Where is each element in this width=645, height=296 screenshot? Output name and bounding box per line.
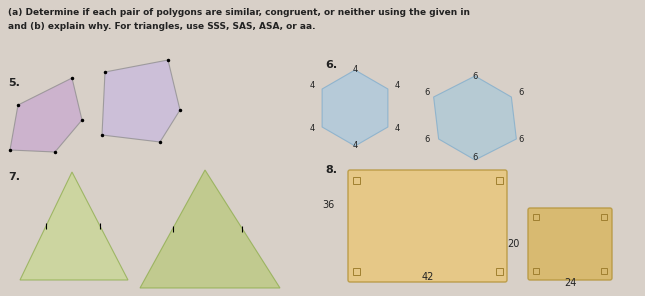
Text: 4: 4	[395, 81, 401, 89]
Text: 5.: 5.	[8, 78, 20, 88]
Polygon shape	[20, 172, 128, 280]
Text: 4: 4	[352, 65, 357, 74]
Text: 6: 6	[424, 136, 430, 144]
Text: 24: 24	[564, 278, 576, 288]
Text: 6: 6	[472, 72, 478, 81]
Bar	[601, 268, 607, 274]
Bar	[601, 214, 607, 220]
Text: 8.: 8.	[325, 165, 337, 175]
Text: 42: 42	[422, 272, 434, 282]
Text: 4: 4	[352, 141, 357, 150]
Text: and (b) explain why. For triangles, use SSS, SAS, ASA, or aa.: and (b) explain why. For triangles, use …	[8, 22, 315, 31]
Text: 6.: 6.	[325, 60, 337, 70]
Bar	[353, 268, 359, 276]
Bar	[533, 214, 539, 220]
Text: 6: 6	[424, 88, 430, 96]
Text: 4: 4	[310, 123, 315, 133]
FancyBboxPatch shape	[348, 170, 507, 282]
Bar	[495, 176, 502, 184]
Text: 6: 6	[518, 136, 523, 144]
Polygon shape	[102, 60, 180, 142]
Polygon shape	[140, 170, 280, 288]
FancyBboxPatch shape	[528, 208, 612, 280]
Text: (a) Determine if each pair of polygons are similar, congruent, or neither using : (a) Determine if each pair of polygons a…	[8, 8, 470, 17]
Text: 6: 6	[518, 88, 523, 96]
Bar	[353, 176, 359, 184]
Bar	[533, 268, 539, 274]
Text: 7.: 7.	[8, 172, 20, 182]
Text: 4: 4	[310, 81, 315, 89]
Bar	[495, 268, 502, 276]
Text: 6: 6	[472, 153, 478, 162]
Polygon shape	[322, 70, 388, 146]
Text: 20: 20	[508, 239, 520, 249]
Polygon shape	[10, 78, 82, 152]
Polygon shape	[433, 76, 517, 160]
Text: 36: 36	[322, 200, 335, 210]
Text: 4: 4	[395, 123, 401, 133]
